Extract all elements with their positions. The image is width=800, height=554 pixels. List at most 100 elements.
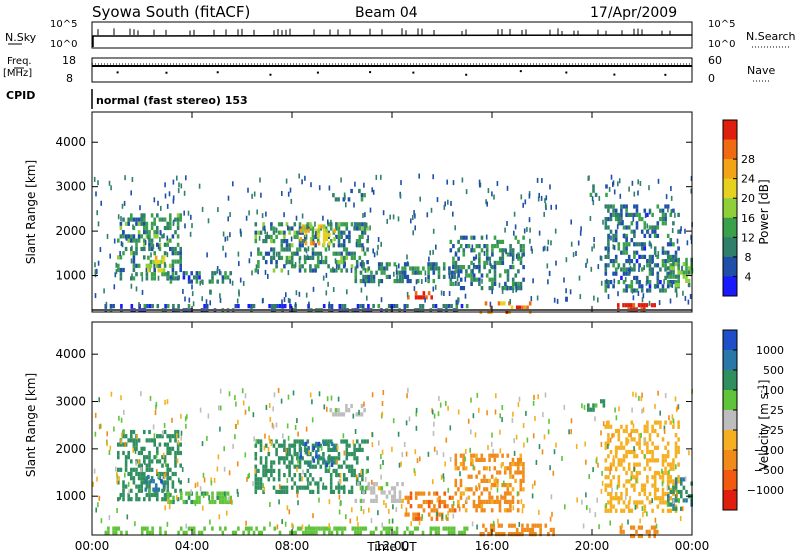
speckle-cell (194, 482, 197, 488)
data-cell (492, 527, 496, 532)
data-cell (638, 470, 641, 476)
data-cell (254, 464, 258, 469)
colorbar-frame (722, 329, 738, 511)
speckle-cell (416, 458, 419, 464)
speckle-cell (328, 523, 330, 529)
data-cell (430, 516, 434, 521)
data-cell (304, 224, 308, 229)
speckle-cell (654, 251, 657, 257)
data-cell (393, 530, 396, 535)
data-cell (450, 526, 453, 531)
data-cell (664, 259, 667, 264)
data-cell (506, 483, 510, 488)
data-cell (302, 228, 305, 233)
data-cell (490, 483, 494, 488)
data-cell (211, 495, 214, 500)
data-cell (488, 453, 491, 458)
data-cell (604, 225, 608, 230)
y-tick-label: 2000 (55, 224, 86, 238)
speckle-cell (483, 250, 486, 256)
speckle-cell (475, 254, 478, 260)
data-cell (635, 288, 639, 293)
speckle-cell (520, 194, 523, 200)
data-cell (252, 530, 256, 535)
speckle-cell (617, 181, 619, 187)
data-cell (677, 462, 680, 467)
data-cell (124, 459, 128, 464)
data-cell (625, 504, 628, 509)
speckle-cell (378, 440, 380, 446)
data-cell (669, 462, 673, 467)
data-cell (454, 462, 458, 467)
data-cell (493, 235, 497, 240)
data-cell (619, 529, 623, 534)
data-cell (493, 244, 497, 249)
data-cell (145, 438, 149, 443)
speckle-cell (600, 441, 603, 447)
data-cell (667, 485, 670, 490)
data-cell (483, 508, 486, 513)
speckle-cell (237, 491, 239, 497)
data-cell (437, 530, 440, 535)
data-cell (503, 470, 507, 475)
speckle-cell (178, 182, 180, 188)
data-cell (127, 238, 130, 243)
data-cell (462, 248, 466, 253)
data-cell (432, 304, 435, 309)
data-cell (272, 230, 276, 235)
speckle-cell (108, 180, 111, 186)
data-cell (450, 530, 453, 535)
speckle-cell (223, 466, 226, 472)
freq-unit: [MHz] (3, 68, 32, 79)
speckle-cell (318, 391, 321, 397)
data-cell (617, 242, 621, 247)
speckle-cell (264, 229, 266, 235)
speckle-cell (570, 241, 573, 247)
data-cell (224, 495, 227, 500)
speckle-cell (588, 474, 590, 479)
speckle-cell (288, 465, 291, 471)
data-cell (135, 272, 138, 277)
speckle-cell (287, 191, 290, 197)
data-cell (358, 226, 362, 231)
data-cell (211, 526, 214, 531)
data-cell (435, 262, 438, 267)
velocity-ylabel: Slant Range [km] (24, 373, 38, 477)
data-cell (453, 274, 456, 279)
data-cell (314, 268, 317, 273)
speckle-cell (218, 269, 221, 275)
data-cell (122, 497, 125, 502)
data-cell (370, 274, 373, 279)
data-cell (454, 491, 458, 496)
data-cell (432, 262, 436, 267)
data-cell (509, 244, 512, 249)
data-cell (247, 526, 251, 531)
data-cell (299, 450, 303, 455)
speckle-cell (631, 288, 634, 294)
data-cell (179, 255, 182, 260)
data-cell (453, 270, 456, 275)
data-cell (262, 226, 265, 231)
speckle-cell (455, 299, 458, 305)
data-cell (666, 254, 670, 259)
speckle-cell (392, 214, 395, 220)
speckle-cell (115, 262, 118, 268)
speckle-cell (191, 291, 194, 297)
data-cell (406, 274, 410, 279)
data-cell (132, 438, 136, 443)
data-cell (661, 508, 665, 513)
data-cell (467, 273, 471, 278)
data-cell (685, 257, 688, 262)
data-cell (617, 496, 621, 501)
speckle-cell (601, 480, 604, 486)
data-cell (395, 304, 399, 309)
data-cell (477, 470, 481, 475)
data-cell (298, 255, 302, 260)
data-cell (493, 273, 497, 278)
data-cell (672, 221, 675, 226)
data-cell (177, 275, 180, 280)
speckle-cell (641, 506, 644, 512)
data-cell (452, 244, 455, 249)
speckle-cell (328, 465, 331, 471)
data-cell (327, 264, 330, 269)
